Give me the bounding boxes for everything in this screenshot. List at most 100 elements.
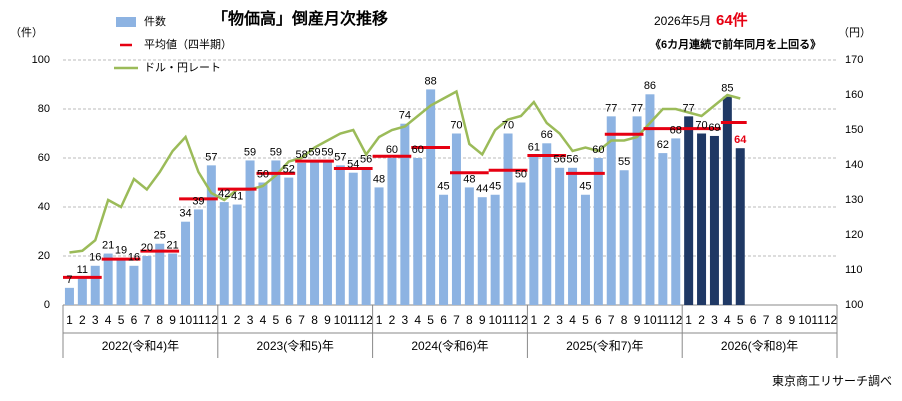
data-label: 69 xyxy=(708,122,720,134)
x-tick-label: 9 xyxy=(169,313,176,327)
bar xyxy=(271,160,281,305)
x-tick-label: 3 xyxy=(247,313,254,327)
bar xyxy=(477,197,487,305)
bar xyxy=(155,243,165,305)
data-label: 48 xyxy=(373,173,385,185)
data-label: 57 xyxy=(334,151,346,163)
data-label: 86 xyxy=(644,80,656,92)
x-tick-label: 1 xyxy=(685,313,692,327)
x-tick-label: 2 xyxy=(698,313,705,327)
data-label: 59 xyxy=(308,146,320,158)
data-label: 68 xyxy=(670,124,682,136)
x-tick-label: 6 xyxy=(440,313,447,327)
x-tick-label: 11 xyxy=(347,313,360,327)
x-tick-label: 2 xyxy=(234,313,241,327)
year-label: 2026(令和8)年 xyxy=(721,338,798,353)
data-label: 11 xyxy=(77,264,88,276)
data-label: 77 xyxy=(631,102,643,114)
x-tick-label: 6 xyxy=(285,313,292,327)
y2-tick-label: 130 xyxy=(845,194,863,206)
bar xyxy=(129,265,139,305)
y2-tick-label: 120 xyxy=(845,229,863,241)
bar xyxy=(593,158,603,305)
bar xyxy=(645,94,655,305)
x-tick-label: 8 xyxy=(776,313,783,327)
x-tick-label: 2 xyxy=(389,313,396,327)
bar xyxy=(181,221,191,305)
y-tick-label: 40 xyxy=(38,201,50,213)
data-label: 57 xyxy=(205,151,217,163)
data-label: 16 xyxy=(89,252,101,264)
data-label: 56 xyxy=(566,154,578,166)
x-tick-label: 1 xyxy=(66,313,73,327)
bar xyxy=(735,148,745,305)
data-label: 20 xyxy=(141,242,153,254)
bar xyxy=(310,160,320,305)
data-label: 21 xyxy=(167,239,179,251)
x-tick-label: 1 xyxy=(531,313,538,327)
bar xyxy=(219,202,229,305)
bar xyxy=(348,172,358,305)
bar xyxy=(193,209,203,305)
data-label: 54 xyxy=(347,159,359,171)
data-label: 21 xyxy=(102,239,114,251)
bar xyxy=(90,265,100,305)
data-label: 45 xyxy=(579,181,591,193)
data-label: 77 xyxy=(683,102,695,114)
bar xyxy=(400,123,410,305)
y-tick-label: 100 xyxy=(32,54,50,66)
data-label: 50 xyxy=(515,168,527,180)
data-label: 7 xyxy=(66,274,72,286)
bar xyxy=(374,187,384,305)
annotation-note: 《6カ月連続で前年同月を上回る》 xyxy=(650,37,821,51)
data-label: 39 xyxy=(192,195,204,207)
data-label: 50 xyxy=(257,168,269,180)
x-tick-label: 5 xyxy=(118,313,125,327)
x-tick-label: 12 xyxy=(514,313,528,327)
y-axis-unit: （件） xyxy=(10,26,43,39)
data-label: 42 xyxy=(218,188,230,200)
x-tick-label: 7 xyxy=(144,313,151,327)
x-tick-label: 5 xyxy=(427,313,434,327)
data-label: 55 xyxy=(618,156,630,168)
x-tick-label: 9 xyxy=(324,313,331,327)
x-tick-label: 4 xyxy=(414,313,421,327)
data-label: 59 xyxy=(244,146,256,158)
y2-tick-label: 100 xyxy=(845,299,863,311)
bar xyxy=(322,160,332,305)
data-label: 70 xyxy=(450,119,462,131)
y2-tick-label: 140 xyxy=(845,159,863,171)
x-tick-label: 3 xyxy=(402,313,409,327)
data-label: 48 xyxy=(463,173,475,185)
x-tick-label: 6 xyxy=(595,313,602,327)
data-label: 58 xyxy=(296,149,308,161)
data-label: 77 xyxy=(605,102,617,114)
x-tick-label: 6 xyxy=(131,313,138,327)
bar xyxy=(206,165,216,305)
data-label: 60 xyxy=(412,144,424,156)
bar xyxy=(542,143,552,305)
x-tick-label: 9 xyxy=(479,313,486,327)
y2-tick-label: 170 xyxy=(845,54,863,66)
x-tick-label: 12 xyxy=(205,313,219,327)
bar xyxy=(116,258,126,305)
data-label: 52 xyxy=(283,164,295,176)
data-label: 66 xyxy=(541,129,553,141)
x-tick-label: 4 xyxy=(260,313,267,327)
x-tick-label: 8 xyxy=(466,313,473,327)
data-label: 70 xyxy=(502,119,514,131)
x-tick-label: 9 xyxy=(789,313,796,327)
annotation-date: 2026年5月 xyxy=(654,14,711,28)
x-tick-label: 3 xyxy=(711,313,718,327)
bar xyxy=(632,116,642,305)
x-tick-label: 4 xyxy=(569,313,576,327)
x-tick-label: 2 xyxy=(543,313,550,327)
y-tick-label: 20 xyxy=(38,250,50,262)
x-tick-label: 7 xyxy=(298,313,305,327)
x-tick-label: 10 xyxy=(643,313,657,327)
data-label: 74 xyxy=(399,110,411,122)
x-tick-label: 12 xyxy=(359,313,373,327)
x-tick-label: 7 xyxy=(608,313,615,327)
chart-title: 「物価高」倒産月次推移 xyxy=(212,9,388,28)
